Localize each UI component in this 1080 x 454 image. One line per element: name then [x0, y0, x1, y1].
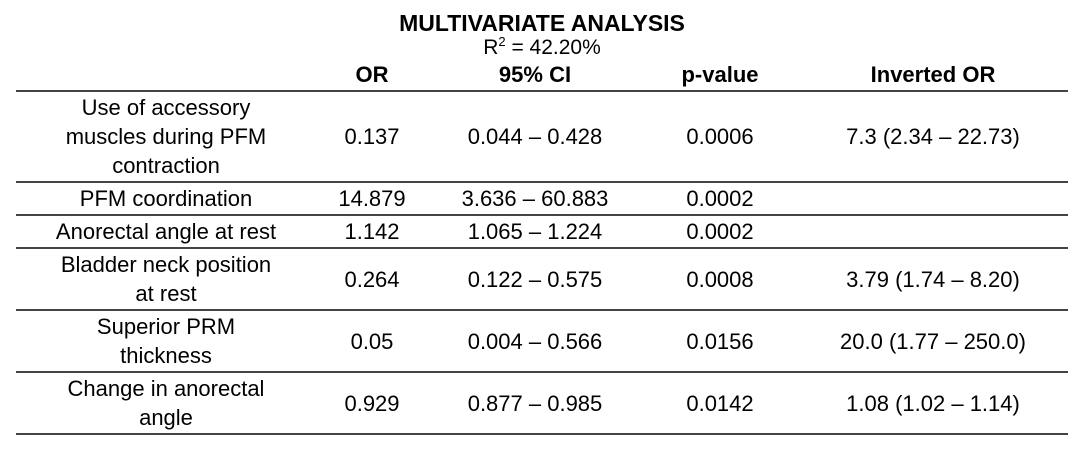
ci-cell: 0.122 – 0.575 [428, 248, 642, 311]
column-header-row: OR 95% CI p-value Inverted OR [16, 60, 1068, 92]
variable-cell: Use of accessory muscles during PFM cont… [16, 91, 316, 183]
inverted-or-cell [798, 215, 1068, 249]
variable-cell: Change in anorectal angle [16, 372, 316, 435]
multivariate-analysis-table: MULTIVARIATE ANALYSIS R2 = 42.20% OR 95%… [16, 8, 1068, 435]
table-row: Change in anorectal angle 0.929 0.877 – … [16, 372, 1068, 435]
or-cell: 0.05 [316, 310, 428, 373]
or-cell: 0.137 [316, 91, 428, 183]
variable-cell: PFM coordination [16, 182, 316, 216]
or-cell: 1.142 [316, 215, 428, 249]
p-value-cell: 0.0006 [642, 91, 798, 183]
p-value-cell: 0.0002 [642, 215, 798, 249]
variable-line: at rest [135, 281, 197, 306]
variable-line: Change in anorectal [67, 376, 265, 401]
ci-cell: 0.044 – 0.428 [428, 91, 642, 183]
variable-line: Use of accessory [81, 95, 251, 120]
ci-cell: 3.636 – 60.883 [428, 182, 642, 216]
or-cell: 0.264 [316, 248, 428, 311]
ci-cell: 0.877 – 0.985 [428, 372, 642, 435]
table-row: Bladder neck position at rest 0.264 0.12… [16, 248, 1068, 311]
p-value-cell: 0.0008 [642, 248, 798, 311]
header-variable [16, 60, 316, 92]
inverted-or-cell: 20.0 (1.77 – 250.0) [798, 310, 1068, 373]
inverted-or-cell [798, 182, 1068, 216]
variable-cell: Bladder neck position at rest [16, 248, 316, 311]
p-value-cell: 0.0142 [642, 372, 798, 435]
table-subtitle-row: R2 = 42.20% [16, 34, 1068, 60]
variable-cell: Superior PRM thickness [16, 310, 316, 373]
ci-cell: 1.065 – 1.224 [428, 215, 642, 249]
r-squared-value: = 42.20% [505, 36, 601, 59]
variable-line: muscles during PFM [65, 124, 267, 149]
p-value-cell: 0.0002 [642, 182, 798, 216]
variable-line: thickness [120, 343, 212, 368]
variable-line: PFM coordination [79, 186, 253, 211]
variable-line: Anorectal angle at rest [55, 219, 277, 244]
inverted-or-cell: 3.79 (1.74 – 8.20) [798, 248, 1068, 311]
table-row: PFM coordination 14.879 3.636 – 60.883 0… [16, 182, 1068, 216]
header-ci: 95% CI [428, 60, 642, 92]
header-p-value: p-value [642, 60, 798, 92]
r-squared-label: R2 = 42.20% [16, 34, 1068, 60]
variable-line: contraction [112, 153, 220, 178]
r-squared-exponent: 2 [498, 34, 506, 49]
inverted-or-cell: 1.08 (1.02 – 1.14) [798, 372, 1068, 435]
table-row: Use of accessory muscles during PFM cont… [16, 91, 1068, 183]
inverted-or-cell: 7.3 (2.34 – 22.73) [798, 91, 1068, 183]
variable-line: angle [139, 405, 193, 430]
header-inverted-or: Inverted OR [798, 60, 1068, 92]
variable-line: Superior PRM [96, 314, 236, 339]
r-squared-base: R [483, 36, 499, 59]
or-cell: 14.879 [316, 182, 428, 216]
variable-line: Bladder neck position [60, 252, 272, 277]
variable-cell: Anorectal angle at rest [16, 215, 316, 249]
ci-cell: 0.004 – 0.566 [428, 310, 642, 373]
results-table-container: MULTIVARIATE ANALYSIS R2 = 42.20% OR 95%… [16, 8, 1068, 435]
table-title-row: MULTIVARIATE ANALYSIS [16, 8, 1068, 36]
table-title: MULTIVARIATE ANALYSIS [399, 10, 685, 36]
table-row: Anorectal angle at rest 1.142 1.065 – 1.… [16, 215, 1068, 249]
header-or: OR [316, 60, 428, 92]
p-value-cell: 0.0156 [642, 310, 798, 373]
table-row: Superior PRM thickness 0.05 0.004 – 0.56… [16, 310, 1068, 373]
or-cell: 0.929 [316, 372, 428, 435]
